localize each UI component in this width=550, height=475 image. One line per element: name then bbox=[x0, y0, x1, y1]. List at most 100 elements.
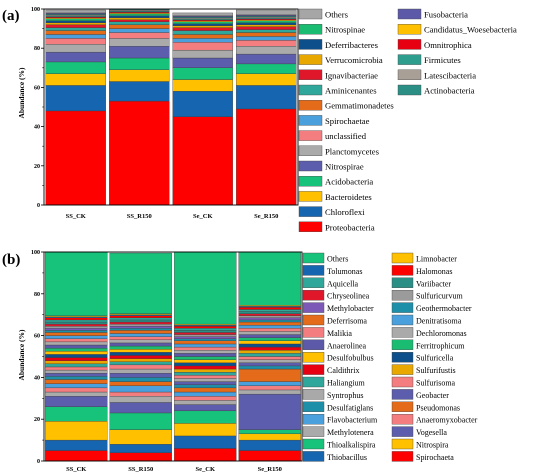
legend-label-bacteroidetes: Bacteroidetes bbox=[325, 192, 372, 202]
legend-swatch-verrucomicrobia bbox=[298, 54, 323, 65]
panel-a: (a) Abundance (%) SS_CK SS_R150 Se_CK Se_R1… bbox=[2, 7, 517, 232]
bar-segment-ss-ck-ignavibacteriae bbox=[45, 24, 106, 28]
bar-segment-se-r150-thiobacillus bbox=[238, 439, 301, 451]
legend-swatch-latescibacteria bbox=[397, 69, 422, 81]
y-tick-label-80: 80 bbox=[34, 46, 40, 52]
legend-label-acidobacteria: Acidobacteria bbox=[325, 177, 373, 187]
bar-segment-se-ck-variibacter bbox=[174, 330, 237, 333]
bar-segment-ss-ck-others bbox=[45, 9, 106, 14]
bar-segment-se-r150-ferritrophicum bbox=[238, 337, 301, 342]
bar-segment-se-ck-sulfurisoma bbox=[174, 375, 237, 379]
bar-segment-ss-r150-aminicenantes bbox=[109, 21, 170, 25]
bar-segment-ss-r150-desulfobulbus bbox=[109, 349, 172, 353]
legend-swatch-planctomycetes bbox=[298, 145, 323, 157]
x-tick-label-se-r150: Se_R150 bbox=[254, 213, 278, 220]
bar-segment-se-ck-malikia bbox=[174, 346, 237, 351]
bar-segment-ss-r150-aquicella bbox=[109, 317, 172, 321]
bar-segment-ss-r150-deferribacteres bbox=[109, 15, 170, 18]
x-tick-label-se-ck: Se_CK bbox=[196, 466, 216, 473]
legend-label-thioalkalispira: Thioalkalispira bbox=[327, 441, 376, 450]
legend-label-fusobacteria: Fusobacteria bbox=[424, 10, 468, 20]
bar-segment-ss-r150-haliangium bbox=[109, 361, 172, 366]
bar-segment-ss-ck-others bbox=[45, 251, 108, 316]
bar-segment-se-ck-verrucomicrobia bbox=[172, 25, 233, 28]
bar-segment-ss-ck-desulfatiglans bbox=[45, 376, 108, 380]
legend-label-sulfurisoma: Sulfurisoma bbox=[416, 379, 456, 388]
legend-swatch-variibacter bbox=[391, 277, 414, 288]
bar-segment-ss-r150-denitratisoma bbox=[109, 333, 172, 337]
bar-segment-se-ck-caldithrix bbox=[174, 365, 237, 370]
bar-segment-se-ck-thioalkalispira bbox=[174, 410, 237, 424]
bar-segment-se-r150-desulfatiglans bbox=[238, 365, 301, 370]
bar-segment-se-r150-sulfurisoma bbox=[238, 356, 301, 360]
legend-swatch-tolumonas bbox=[302, 265, 325, 276]
bar-segment-ss-ck-geobacter bbox=[45, 373, 108, 377]
bar-segment-se-r150-variibacter bbox=[238, 311, 301, 314]
legend-label-anaeromyxobacter: Anaeromyxobacter bbox=[416, 416, 478, 425]
bar-segment-ss-r150-anaeromyxobacter bbox=[109, 391, 172, 397]
legend-label-halomonas: Halomonas bbox=[416, 267, 452, 276]
bar-segment-se-r150-nitrospirae bbox=[236, 53, 297, 65]
bar-segment-ss-r150-methylobacter bbox=[109, 326, 172, 329]
bar-segment-ss-ck-deferribacteres bbox=[45, 20, 106, 23]
legend-swatch-desulfatiglans bbox=[302, 401, 325, 412]
bar-segment-ss-ck-caldithrix bbox=[45, 357, 108, 361]
bar-segment-ss-r150-gemmatimonadetes bbox=[109, 24, 170, 29]
bar-segment-ss-r150-unclassified bbox=[109, 32, 170, 39]
bar-segment-ss-r150-sulfuricurvum bbox=[109, 323, 172, 327]
bar-segment-se-r150-proteobacteria bbox=[236, 108, 297, 206]
legend-label-gemmatimonadetes: Gemmatimonadetes bbox=[325, 101, 394, 111]
panel-b-label: (b) bbox=[2, 252, 20, 268]
x-tick-label-ss-ck: SS_CK bbox=[66, 213, 86, 220]
bar-segment-ss-r150-sulfuricella bbox=[109, 352, 172, 356]
bar-segment-ss-r150-anaerolinea bbox=[109, 342, 172, 347]
bar-segment-ss-ck-sulfuricurvum bbox=[45, 326, 108, 329]
bar-segment-se-ck-geothermobacter bbox=[174, 338, 237, 341]
x-tick-label-se-ck: Se_CK bbox=[193, 213, 213, 220]
bar-segment-ss-r150-verrucomicrobia bbox=[109, 17, 170, 20]
bar-segment-se-r150-gemmatimonadetes bbox=[236, 32, 297, 37]
legend-label-sulfurifustis: Sulfurifustis bbox=[416, 366, 456, 375]
legend-swatch-chryseolinea bbox=[302, 290, 325, 301]
bar-segment-se-ck-ignavibacteriae bbox=[172, 27, 233, 31]
bar-segment-ss-ck-thiobacillus bbox=[45, 439, 108, 451]
bar-segment-ss-ck-aquicella bbox=[45, 319, 108, 323]
bar-segment-ss-ck-sulfurisoma bbox=[45, 366, 108, 371]
y-tick-label-0: 0 bbox=[37, 459, 40, 465]
y-tick-label-60: 60 bbox=[34, 334, 40, 340]
bar-segment-ss-r150-nitrospinae bbox=[109, 13, 170, 17]
bar-segment-ss-ck-spirochaetae bbox=[45, 34, 106, 39]
legend-swatch-sulfurisoma bbox=[391, 376, 414, 388]
legend-swatch-others bbox=[302, 252, 325, 264]
bar-segment-se-ck-anaerolinea bbox=[174, 353, 237, 357]
x-tick-label-se-r150: Se_R150 bbox=[258, 466, 282, 473]
bar-segment-se-r150-others bbox=[238, 251, 301, 306]
legend-swatch-methylobacter bbox=[302, 302, 325, 313]
bar-segment-ss-r150-geothermobacter bbox=[109, 328, 172, 331]
bar-segment-ss-ck-geothermobacter bbox=[45, 330, 108, 333]
legend-swatch-bacteroidetes bbox=[298, 191, 323, 202]
bar-segment-ss-r150-pseudomonas bbox=[109, 381, 172, 386]
bar-segment-se-ck-geobacter bbox=[174, 381, 237, 385]
legend-swatch-fusobacteria bbox=[397, 8, 422, 20]
legend-swatch-malikia bbox=[302, 327, 325, 338]
bar-segment-ss-r150-planctomycetes bbox=[109, 38, 170, 47]
bar-segment-ss-ck-chloroflexi bbox=[45, 85, 106, 112]
bar-segment-ss-r150-halomonas bbox=[109, 315, 172, 319]
legend-swatch-acidobacteria bbox=[298, 175, 323, 187]
bar-segment-se-ck-vogesella bbox=[174, 404, 237, 412]
bar-segment-ss-r150-chloroflexi bbox=[109, 81, 170, 102]
legend-swatch-spirochaetae bbox=[298, 115, 323, 126]
legend-swatch-actinobacteria bbox=[397, 84, 422, 96]
bar-segment-ss-r150-variibacter bbox=[109, 319, 172, 323]
legend-label-thiobacillus: Thiobacillus bbox=[327, 453, 367, 462]
bar-segment-se-r150-desulfobulbus bbox=[238, 340, 301, 345]
panel-b-axes: SS_CK SS_R150 Se_CK Se_R150 0 20 40 60 80 100 bbox=[31, 250, 303, 473]
legend-swatch-thioalkalispira bbox=[302, 438, 325, 450]
x-tick-label-ss-r150: SS_R150 bbox=[127, 213, 152, 220]
bar-segment-se-r150-verrucomicrobia bbox=[236, 24, 297, 27]
bar-segment-se-r150-dechloromonas bbox=[238, 331, 301, 335]
bar-segment-se-ck-chloroflexi bbox=[172, 91, 233, 117]
legend-swatch-unclassified bbox=[298, 130, 323, 141]
bar-segment-se-r150-aquicella bbox=[238, 309, 301, 312]
